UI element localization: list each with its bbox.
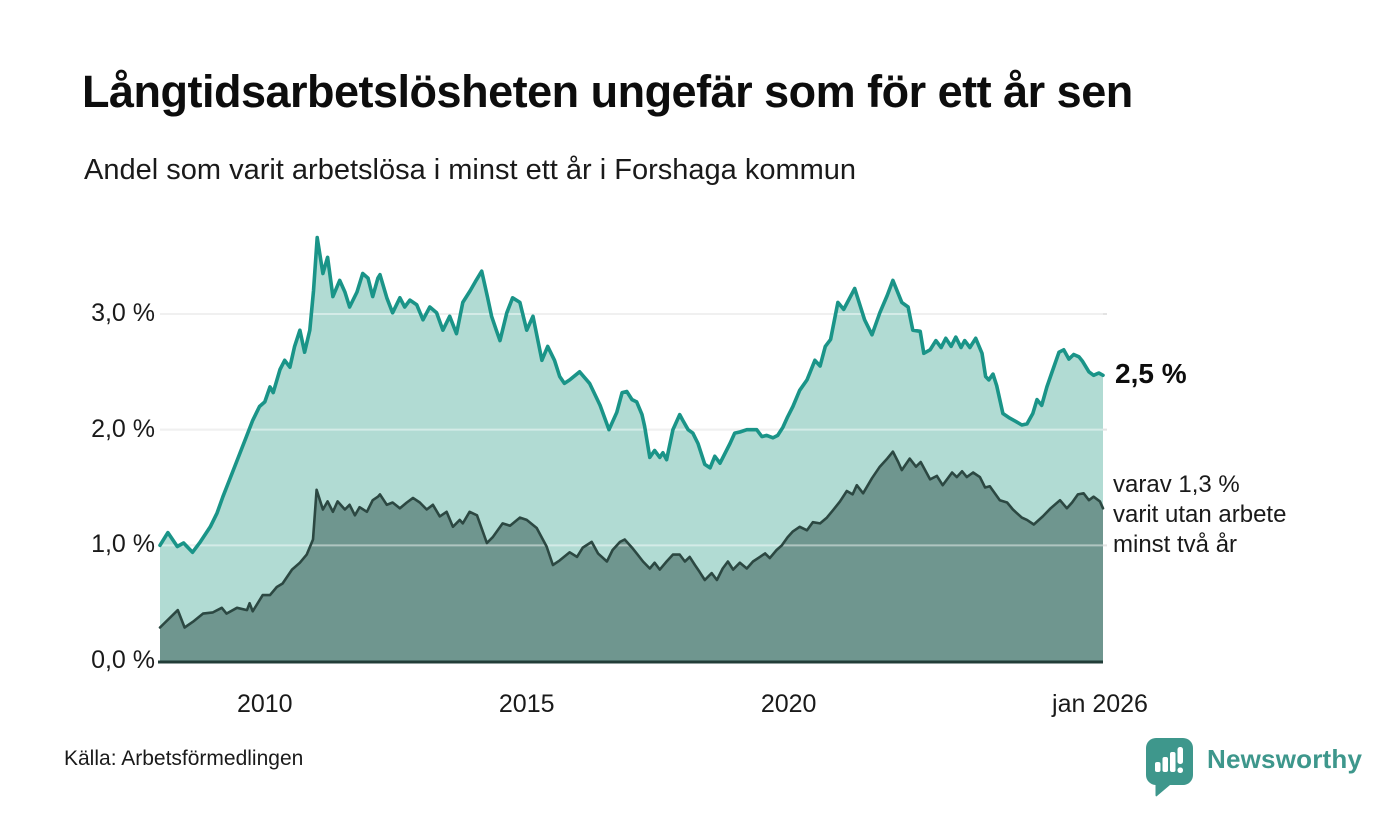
latest-value-annotation: 2,5 % xyxy=(1115,358,1187,389)
page-title: Långtidsarbetslösheten ungefär som för e… xyxy=(82,66,1133,117)
source-note: Källa: Arbetsförmedlingen xyxy=(64,747,304,770)
line-primary xyxy=(158,235,1105,555)
speech-bubble-shape xyxy=(1146,738,1193,797)
x-tick-label: 2020 xyxy=(760,690,817,718)
secondary-annotation-line: varav 1,3 % xyxy=(1113,471,1240,498)
area-secondary xyxy=(160,451,1103,661)
chart-subtitle: Andel som varit arbetslösa i minst ett å… xyxy=(84,154,857,186)
secondary-annotation-line: minst två år xyxy=(1113,531,1238,558)
x-tick-label: 2015 xyxy=(498,690,555,718)
bar-chart-icon xyxy=(1155,747,1183,773)
x-tick-label: jan 2026 xyxy=(1052,690,1148,718)
brand-name: Newsworthy xyxy=(1207,744,1363,774)
y-tick-label: 0,0 % xyxy=(91,646,155,674)
line-secondary xyxy=(158,450,1105,629)
brand-logo: Newsworthy xyxy=(1146,738,1362,798)
y-tick-label: 1,0 % xyxy=(91,530,155,559)
x-tick-label: 2010 xyxy=(236,690,293,718)
y-tick-label: 2,0 % xyxy=(91,414,155,443)
secondary-series-annotation: varav 1,3 % varit utan arbete minst två … xyxy=(1113,470,1286,560)
secondary-annotation-line: varit utan arbete xyxy=(1113,501,1287,528)
y-tick-label: 3,0 % xyxy=(91,298,155,327)
newsworthy-logo-icon xyxy=(1146,738,1193,797)
